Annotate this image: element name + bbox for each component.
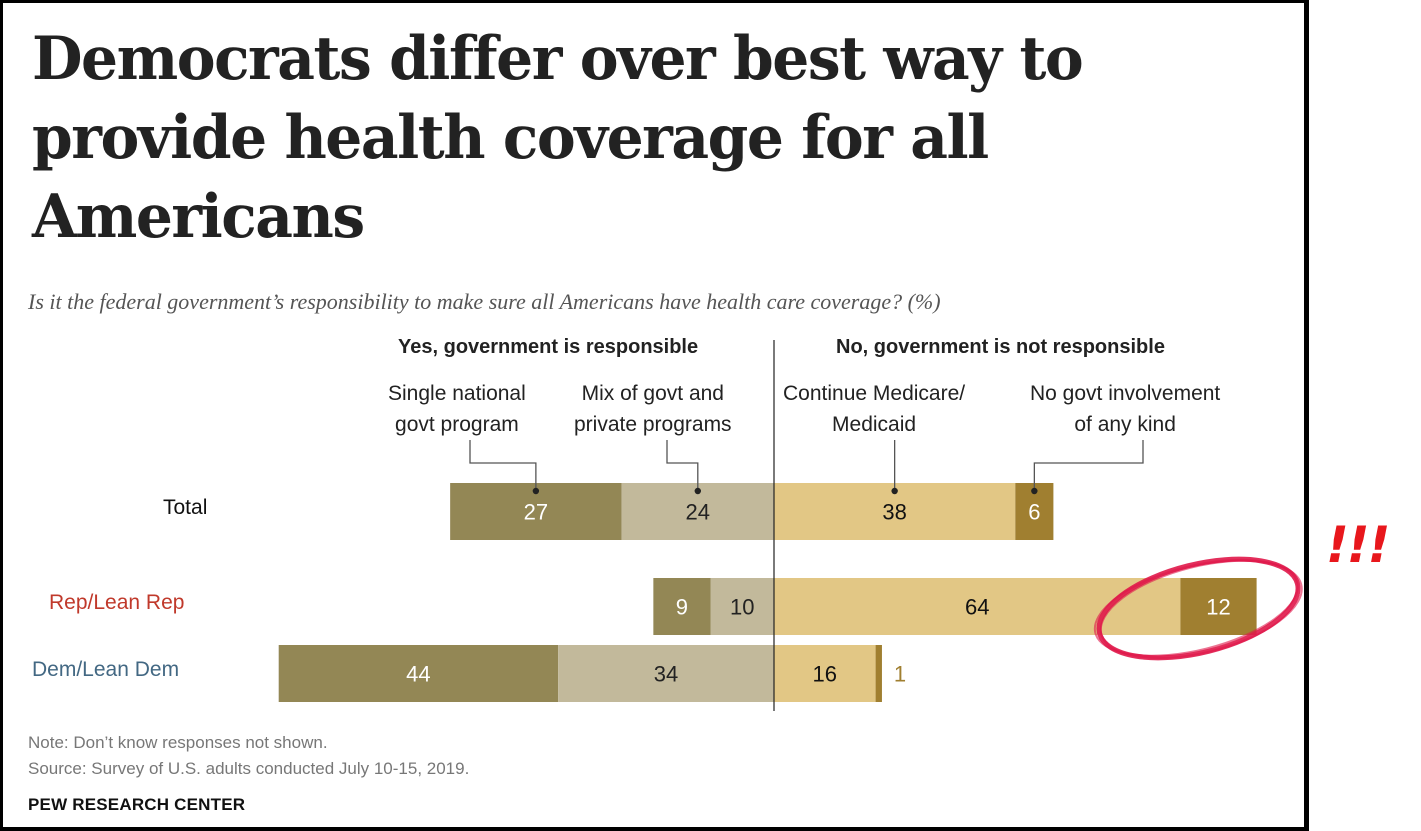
footer-source: Source: Survey of U.S. adults conducted … [28, 759, 470, 778]
legend-label-medicare-line1: Continue Medicare/ [783, 382, 966, 405]
legend-label-no-govt: No govt involvement of any kind [1030, 378, 1220, 440]
row-label-dem: Dem/Lean Dem [32, 658, 180, 681]
footer-brand: PEW RESEARCH CENTER [28, 795, 246, 814]
legend-label-medicare: Continue Medicare/ Medicaid [783, 378, 965, 440]
row-label-total: Total [163, 496, 208, 519]
exclamation-annotation: !!! [1326, 516, 1390, 574]
legend-label-single-line1: Single national [388, 382, 526, 405]
chart-subtitle: Is it the federal government’s responsib… [28, 289, 941, 314]
legend-label-mix-line2: private programs [574, 413, 732, 436]
group-header-no: No, government is not responsible [836, 336, 1165, 358]
legend-label-mix-line1: Mix of govt and [581, 382, 724, 405]
group-header-yes: Yes, government is responsible [398, 336, 699, 358]
legend-label-no-govt-line1: No govt involvement [1030, 382, 1221, 405]
row-label-rep: Rep/Lean Rep [49, 591, 185, 614]
legend-label-single: Single national govt program [388, 378, 526, 440]
legend-label-medicare-line2: Medicaid [832, 413, 917, 436]
chart-title: Democrats differ over best way to provid… [32, 24, 1084, 252]
footer-note: Note: Don’t know responses not shown. [28, 733, 328, 752]
legend-label-mix: Mix of govt and private programs [574, 378, 732, 440]
legend-label-single-line2: govt program [395, 413, 519, 436]
legend-label-no-govt-line2: of any kind [1074, 413, 1176, 436]
chart-frame [0, 0, 1309, 831]
